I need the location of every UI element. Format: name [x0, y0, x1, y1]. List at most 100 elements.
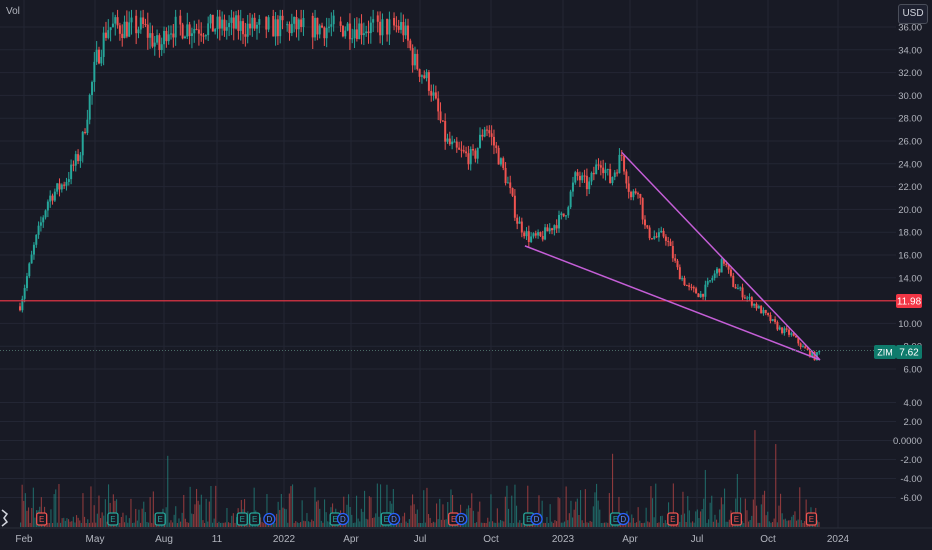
volume-bar	[184, 518, 186, 527]
x-tick-label: Apr	[622, 534, 638, 545]
candle-body	[425, 72, 428, 79]
volume-bar	[261, 522, 263, 527]
volume-bar	[58, 484, 60, 527]
candle-body	[718, 268, 721, 273]
volume-bar	[818, 522, 820, 527]
candle-body	[727, 265, 730, 270]
volume-bar	[568, 513, 570, 527]
volume-bar	[183, 494, 185, 527]
volume-bar	[104, 499, 106, 527]
volume-bar	[181, 512, 183, 527]
volume-bar	[428, 514, 430, 527]
volume-bar	[688, 510, 690, 527]
volume-bar	[468, 505, 470, 527]
volume-bar	[780, 493, 782, 527]
candle-body	[609, 169, 612, 184]
volume-bar	[746, 510, 748, 527]
candle-body	[49, 195, 52, 202]
settings-icon[interactable]	[0, 508, 10, 528]
y-tick-label: 32.00	[898, 68, 922, 79]
candle-body	[346, 23, 349, 31]
volume-bar	[471, 493, 473, 527]
volume-bar	[47, 522, 49, 527]
volume-bar	[368, 496, 370, 527]
volume-bar	[274, 522, 276, 527]
candle-body	[448, 138, 451, 145]
volume-bar	[495, 522, 497, 527]
candle-body	[323, 27, 326, 39]
candle-body	[455, 141, 458, 148]
candle-body	[311, 15, 314, 38]
volume-bar	[493, 522, 495, 527]
volume-bar	[196, 488, 198, 527]
volume-bar	[412, 494, 414, 527]
volume-bar	[53, 494, 55, 527]
candle-body	[541, 235, 544, 240]
trendlines[interactable]	[524, 151, 821, 361]
volume-bar	[52, 522, 54, 527]
volume-bar	[127, 522, 129, 527]
volume-bar	[583, 522, 585, 527]
candle-body	[63, 184, 66, 186]
volume-bar	[778, 505, 780, 527]
volume-bar	[362, 511, 364, 527]
earnings-marker	[154, 512, 166, 526]
volume-bar	[85, 523, 87, 527]
volume-bar	[418, 522, 420, 527]
candle-body	[355, 29, 358, 40]
x-axis[interactable]: Feb May Aug 11 2022 Apr Jul Oct 2023 Apr Jul Oct 202…	[0, 527, 932, 545]
y-tick-label: 22.00	[898, 182, 922, 193]
volume-bar	[128, 518, 130, 527]
volume-bar	[752, 499, 754, 527]
volume-bar	[767, 511, 769, 527]
currency-button[interactable]: USD	[898, 4, 928, 24]
volume-bar	[253, 487, 255, 527]
candle-body	[23, 288, 26, 299]
volume-bar	[410, 505, 412, 527]
volume-bar	[50, 509, 52, 527]
dividend-marker-letter: D	[620, 515, 626, 524]
candle-body	[332, 15, 335, 25]
y-tick-label: 20.00	[898, 205, 922, 216]
volume-bar	[352, 522, 354, 527]
y-axis[interactable]: 36.00 34.00 32.00 30.00 28.00 26.00 24.00 22.00…	[893, 23, 922, 505]
candle-body	[267, 17, 270, 30]
candle-body	[462, 150, 465, 152]
volume-bar	[645, 507, 647, 527]
volume-bar	[564, 521, 566, 527]
candle-body	[704, 284, 707, 297]
volume-bar	[666, 522, 668, 527]
candle-body	[44, 210, 47, 218]
candle-body	[502, 158, 505, 168]
volume-bar	[504, 496, 506, 527]
candle-body	[625, 171, 628, 184]
volume-bar	[605, 522, 607, 527]
candle-body	[439, 111, 442, 121]
candle-body	[567, 207, 570, 216]
volume-bar	[308, 521, 310, 527]
volume-bar	[660, 516, 662, 527]
candle-body	[253, 17, 256, 29]
candle-body	[662, 230, 665, 237]
candle-body	[179, 15, 182, 25]
volume-bar	[608, 493, 610, 527]
candle-body	[104, 32, 107, 38]
candle-body	[558, 215, 561, 229]
volume-bar	[599, 509, 601, 527]
volume-bar	[276, 513, 278, 527]
x-tick-label: Oct	[760, 534, 776, 545]
volume-bar	[61, 518, 63, 527]
last-price-label: 7.62	[899, 348, 919, 359]
volume-bar	[103, 515, 105, 527]
y-tick-label: 28.00	[898, 114, 922, 125]
volume-bar	[279, 509, 281, 527]
candle-body	[467, 153, 470, 165]
volume-bar	[597, 500, 599, 527]
candle-body	[767, 312, 770, 316]
volume-bar	[556, 521, 558, 527]
volume-bar	[372, 518, 374, 527]
candle-body	[555, 225, 558, 229]
volume-bar	[474, 522, 476, 527]
candle-body	[441, 120, 444, 122]
